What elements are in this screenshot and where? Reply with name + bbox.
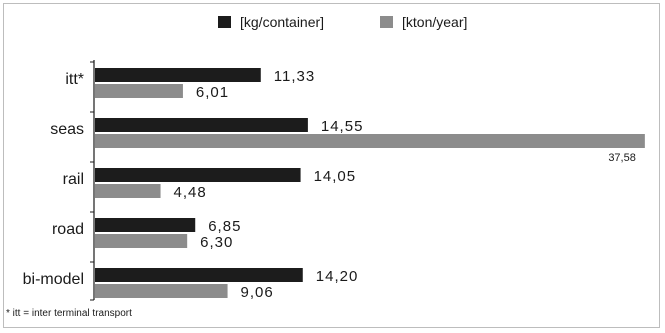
bar-1-3 <box>95 234 188 248</box>
category-label-3: road <box>52 221 84 238</box>
legend-swatch-0 <box>218 16 231 28</box>
value-label-0-1: 14,55 <box>321 118 364 135</box>
category-label-1: seas <box>50 121 84 138</box>
bar-1-4 <box>95 284 228 298</box>
bars <box>95 68 645 298</box>
y-axis-ticks <box>90 61 94 301</box>
bar-0-4 <box>95 268 303 282</box>
bar-0-1 <box>95 118 308 132</box>
category-label-2: rail <box>63 171 84 188</box>
value-labels: 11,33 6,01 14,55 37,58 14,05 4,486,856,30 14,2… <box>174 68 636 301</box>
category-labels: itt* seas rail road bi-model <box>23 71 84 288</box>
bar-0-2 <box>95 168 301 182</box>
legend-swatch-1 <box>380 16 393 28</box>
bar-1-2 <box>95 184 161 198</box>
bar-1-1 <box>95 134 645 148</box>
value-label-0-4: 14,20 <box>316 268 359 285</box>
bar-0-0 <box>95 68 261 82</box>
value-label-1-2: 4,48 <box>174 184 207 201</box>
footnote: * itt = inter terminal transport <box>6 308 132 319</box>
legend-label-0: [kg/container] <box>240 14 324 30</box>
category-label-0: itt* <box>65 71 84 88</box>
value-label-1-0: 6,01 <box>196 84 229 101</box>
value-label-1-3: 6,30 <box>200 234 233 251</box>
value-label-1-1: 37,58 <box>608 152 636 164</box>
value-label-0-3: 6,85 <box>208 218 241 235</box>
legend: [kg/container] [kton/year] <box>218 14 467 30</box>
value-label-0-0: 11,33 <box>274 68 315 85</box>
category-label-4: bi-model <box>23 271 84 288</box>
legend-label-1: [kton/year] <box>402 14 467 30</box>
bar-0-3 <box>95 218 196 232</box>
value-label-0-2: 14,05 <box>314 168 357 185</box>
value-label-1-4: 9,06 <box>241 284 274 301</box>
bar-1-0 <box>95 84 183 98</box>
